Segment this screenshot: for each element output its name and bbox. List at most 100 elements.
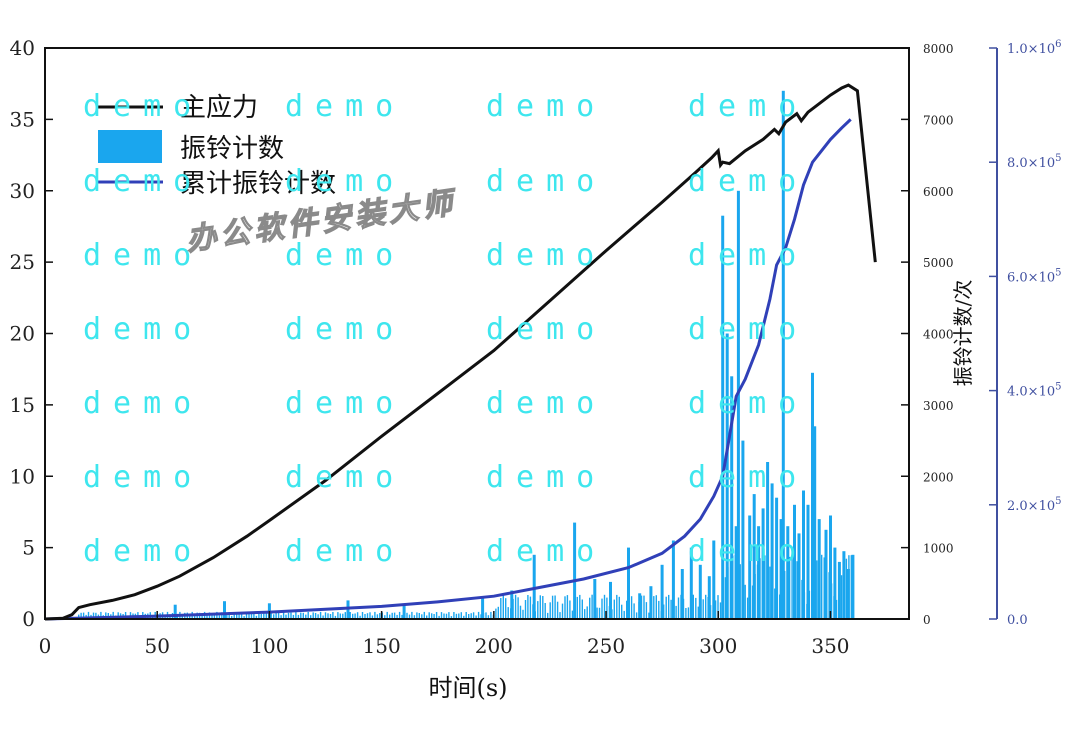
ring-count-bar-minor [527,595,529,619]
ring-count-bar-minor [796,561,798,619]
ring-count-bar-minor [339,613,341,619]
watermark-text: demo [688,164,808,199]
watermark-text: demo [688,386,808,421]
ring-count-bar-minor [665,596,667,619]
ring-count-bar [698,564,702,619]
ring-count-bar-minor [653,596,655,619]
watermark-text: demo [285,89,405,124]
ring-count-bar-minor [421,614,423,619]
ring-count-bar [741,440,745,619]
ring-count-bar-minor [680,594,682,619]
ring-count-bar-minor [798,569,801,619]
ring-count-bar [813,426,817,619]
ring-count-bar-minor [593,598,596,619]
ring-count-bar-minor [231,615,233,619]
ring-count-bar-minor [250,613,253,619]
ring-count-bar-minor [734,554,736,619]
x-axis-ticks: 0 50 100 150 200 250 300 350 [39,611,850,658]
ring-count-bar-minor [282,611,285,619]
ring-count-bar-minor [401,614,403,619]
counts-tick-label: 8000 [923,42,954,56]
ring-count-bar-minor [505,598,507,619]
ring-count-bar-minor [490,611,492,619]
ring-count-bar-minor [729,559,732,619]
ring-count-bar-minor [724,577,727,619]
ring-count-bar-minor [453,612,455,619]
ring-count-bar-minor [337,612,339,619]
y-tick-label: 0 [22,607,35,631]
ring-count-bar [779,519,783,619]
watermark-text: demo [83,312,203,347]
ring-count-bar-minor [722,589,724,619]
ring-count-bar-minor [754,574,756,619]
ring-count-bar-minor [833,596,835,619]
ring-count-bar-minor [566,595,569,619]
ring-count-bar [510,590,514,619]
ring-count-bar-minor [477,611,480,619]
ring-count-bar-minor [374,611,376,619]
ring-count-bar [781,90,785,620]
ring-count-bar-minor [393,612,396,619]
ring-count-bar-minor [672,609,675,619]
ring-count-bar [627,547,630,619]
watermark-text: demo [83,460,203,495]
ring-count-bar-minor [236,613,238,619]
ring-count-bar-minor [717,595,719,619]
ring-count-bar-minor [843,565,845,619]
ring-count-bar-minor [455,613,458,619]
legend-label-stress: 主应力 [180,93,258,123]
ring-count-bar-minor [80,612,82,619]
ring-count-bar-minor [240,612,243,619]
ring-count-bar [649,586,653,619]
ring-count-bar-minor [606,597,608,619]
ring-count-bar [721,215,725,619]
ring-count-bar-minor [423,611,425,619]
ring-count-bar [680,569,684,619]
y-tick-label: 5 [22,536,35,560]
ring-count-bar-minor [633,603,635,619]
ring-count-bar-minor [295,611,297,619]
ring-count-bar-minor [702,599,704,619]
ring-count-bar-minor [465,612,467,619]
ring-count-bar-minor [687,607,690,619]
ring-count-bar-minor [258,612,260,619]
ring-count-bar-minor [793,556,796,619]
ring-count-bar-minor [366,613,369,619]
ring-count-bar-minor [517,597,519,619]
ring-count-bar-minor [500,598,502,619]
cumulative-tick-label: 6.0×105 [1007,267,1061,285]
ring-count-bar-minor [181,614,183,619]
ring-count-bar-minor [727,567,729,619]
ring-count-bar-minor [223,613,225,619]
ring-count-bar-minor [764,555,766,619]
ring-count-bar-minor [655,595,657,619]
counts-tick-label: 4000 [923,328,954,342]
legend-swatch-counts [98,130,162,163]
ring-count-bar-minor [379,613,381,619]
ring-count-bar-minor [549,602,551,619]
ring-count-bar [609,581,612,619]
ring-count-bar-minor [245,612,248,619]
ring-count-bar-minor [470,613,472,619]
ring-count-bar [752,494,756,619]
ring-count-bar [402,604,406,619]
ring-count-bar-minor [270,611,272,619]
ring-count-bar-minor [352,613,354,619]
ring-count-bar-minor [275,613,277,619]
ring-count-bar-minor [445,613,448,619]
ring-count-bar-minor [327,613,329,619]
ring-count-bar-minor [349,612,351,619]
ring-count-bar-minor [848,555,850,619]
ring-count-bar-minor [761,555,764,619]
ring-count-bar-minor [712,610,714,619]
x-tick-label: 250 [587,634,625,658]
ring-count-bar-minor [376,614,379,619]
ring-count-bar [689,547,693,619]
ring-count-bars [78,90,855,620]
ring-count-bar-minor [542,596,544,619]
ring-count-bar [748,515,752,619]
ring-count-bar-minor [818,555,820,619]
ring-count-bar-minor [850,555,852,619]
ring-count-bar-minor [359,615,361,619]
ring-count-bar-minor [556,601,559,619]
